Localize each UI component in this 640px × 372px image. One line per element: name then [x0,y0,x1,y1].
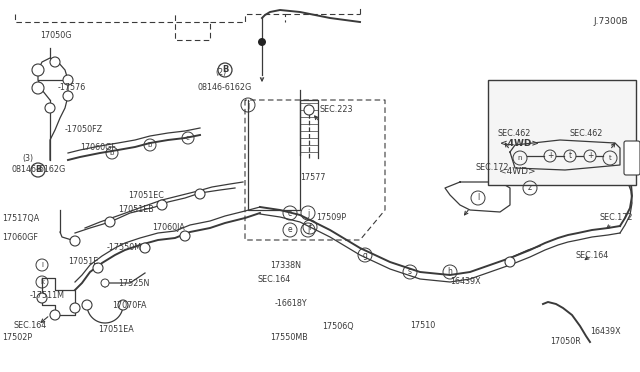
FancyBboxPatch shape [624,141,640,175]
Text: l: l [41,262,43,268]
Text: <4WD>: <4WD> [499,167,536,176]
Text: 17060JA: 17060JA [152,224,185,232]
Text: 17338N: 17338N [270,262,301,270]
Text: SEC.172: SEC.172 [475,164,509,173]
Circle shape [70,303,80,313]
Text: 17051EB: 17051EB [118,205,154,215]
Text: 08146-6162G: 08146-6162G [198,83,252,93]
Circle shape [258,38,266,46]
Text: t: t [609,155,611,161]
Text: (3): (3) [22,154,33,163]
Text: 17550MB: 17550MB [270,334,308,343]
Text: -17550M: -17550M [107,243,142,251]
Text: t: t [568,151,572,160]
Text: -17511M: -17511M [30,292,65,301]
Circle shape [32,82,44,94]
Text: SEC.462: SEC.462 [498,128,531,138]
Circle shape [37,293,47,303]
Circle shape [93,263,103,273]
Text: SEC.223: SEC.223 [320,106,353,115]
Circle shape [63,75,73,85]
Text: 17060GF: 17060GF [2,232,38,241]
Text: 17050R: 17050R [550,337,580,346]
Text: 17509P: 17509P [316,214,346,222]
Text: 17577: 17577 [300,173,326,183]
Text: k: k [40,279,44,285]
Text: h: h [447,267,452,276]
Circle shape [82,300,92,310]
Text: c: c [186,135,190,141]
Text: e: e [288,225,292,234]
Text: n: n [518,155,522,161]
FancyBboxPatch shape [488,80,636,185]
Text: SEC.164: SEC.164 [258,276,291,285]
Text: 16439X: 16439X [450,276,481,285]
Circle shape [45,103,55,113]
Circle shape [105,217,115,227]
Text: -17050FZ: -17050FZ [65,125,103,135]
Text: SEC.164: SEC.164 [14,321,47,330]
Text: 17506Q: 17506Q [322,321,354,330]
Circle shape [50,310,60,320]
Text: l: l [477,193,479,202]
Circle shape [118,300,128,310]
Text: -16618Y: -16618Y [275,298,308,308]
Text: f: f [308,222,312,231]
Circle shape [101,279,109,287]
Text: 17070FA: 17070FA [112,301,147,310]
Text: z: z [528,183,532,192]
Text: 17502P: 17502P [2,334,32,343]
Text: b: b [110,150,114,156]
Circle shape [157,200,167,210]
Circle shape [63,91,73,101]
Text: 17051EC: 17051EC [128,190,164,199]
Text: 17050G: 17050G [40,32,72,41]
Text: B: B [222,65,228,74]
Circle shape [70,236,80,246]
Text: 17510: 17510 [410,321,435,330]
Text: B: B [35,166,41,174]
Circle shape [180,231,190,241]
Circle shape [195,189,205,199]
Text: 17051E: 17051E [68,257,99,266]
Text: b: b [148,142,152,148]
Text: SEC.462: SEC.462 [570,128,604,138]
Circle shape [32,64,44,76]
Text: j: j [307,225,309,234]
Text: 17051EA: 17051EA [98,326,134,334]
Text: -17576: -17576 [58,83,86,93]
Circle shape [50,57,60,67]
Text: +: + [547,151,553,160]
Text: 08146-6162G: 08146-6162G [12,166,67,174]
Circle shape [140,243,150,253]
Text: j: j [247,100,249,109]
Text: SEC.164: SEC.164 [576,250,609,260]
Text: (2): (2) [215,67,227,77]
Text: 17517QA: 17517QA [2,214,39,222]
Text: +: + [587,151,593,160]
Circle shape [505,257,515,267]
Text: 16439X: 16439X [590,327,621,337]
Text: <4WD>: <4WD> [500,138,539,148]
Text: s: s [408,267,412,276]
Text: g: g [363,250,367,260]
Text: c: c [288,208,292,218]
Text: 17525N: 17525N [118,279,149,289]
Text: j: j [307,208,309,218]
Text: SEC.172: SEC.172 [600,214,634,222]
Circle shape [304,105,314,115]
Text: 17060GF: 17060GF [80,142,116,151]
Text: J.7300B: J.7300B [593,17,628,26]
